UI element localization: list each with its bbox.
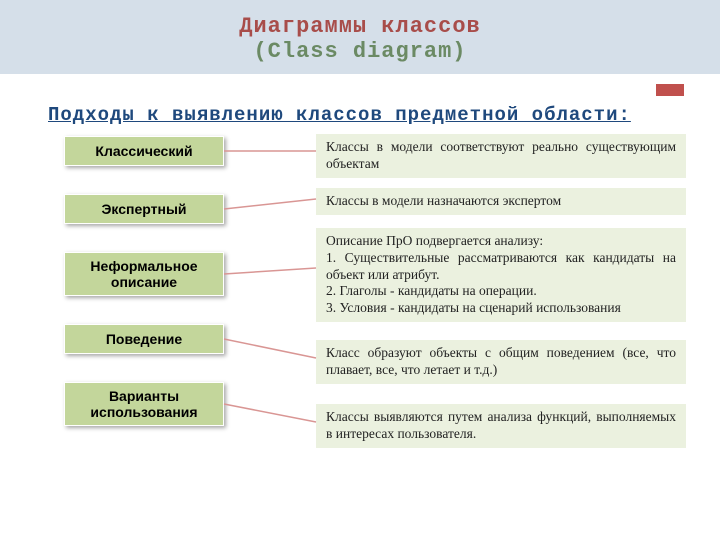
approach-desc-2: Описание ПрО подвергается анализу: 1. Су… (316, 228, 686, 322)
approaches-diagram: Классический Классы в модели соответствую… (0, 128, 720, 498)
approach-box-4: Варианты использования (64, 382, 224, 426)
approach-box-0: Классический (64, 136, 224, 166)
approach-box-1: Экспертный (64, 194, 224, 224)
approach-box-3: Поведение (64, 324, 224, 354)
accent-bar (656, 84, 684, 96)
approach-desc-1: Классы в модели назначаются экспертом (316, 188, 686, 215)
slide-title-1: Диаграммы классов (0, 14, 720, 39)
approach-desc-3: Класс образуют объекты с общим поведение… (316, 340, 686, 384)
approach-desc-4: Классы выявляются путем анализа функций,… (316, 404, 686, 448)
slide-title-2: (Class diagram) (0, 39, 720, 64)
divider-ticks (0, 76, 720, 86)
approach-box-2: Неформальное описание (64, 252, 224, 296)
section-subtitle: Подходы к выявлению классов предметной о… (0, 86, 720, 128)
slide-header: Диаграммы классов (Class diagram) (0, 0, 720, 74)
approach-desc-0: Классы в модели соответствуют реально су… (316, 134, 686, 178)
